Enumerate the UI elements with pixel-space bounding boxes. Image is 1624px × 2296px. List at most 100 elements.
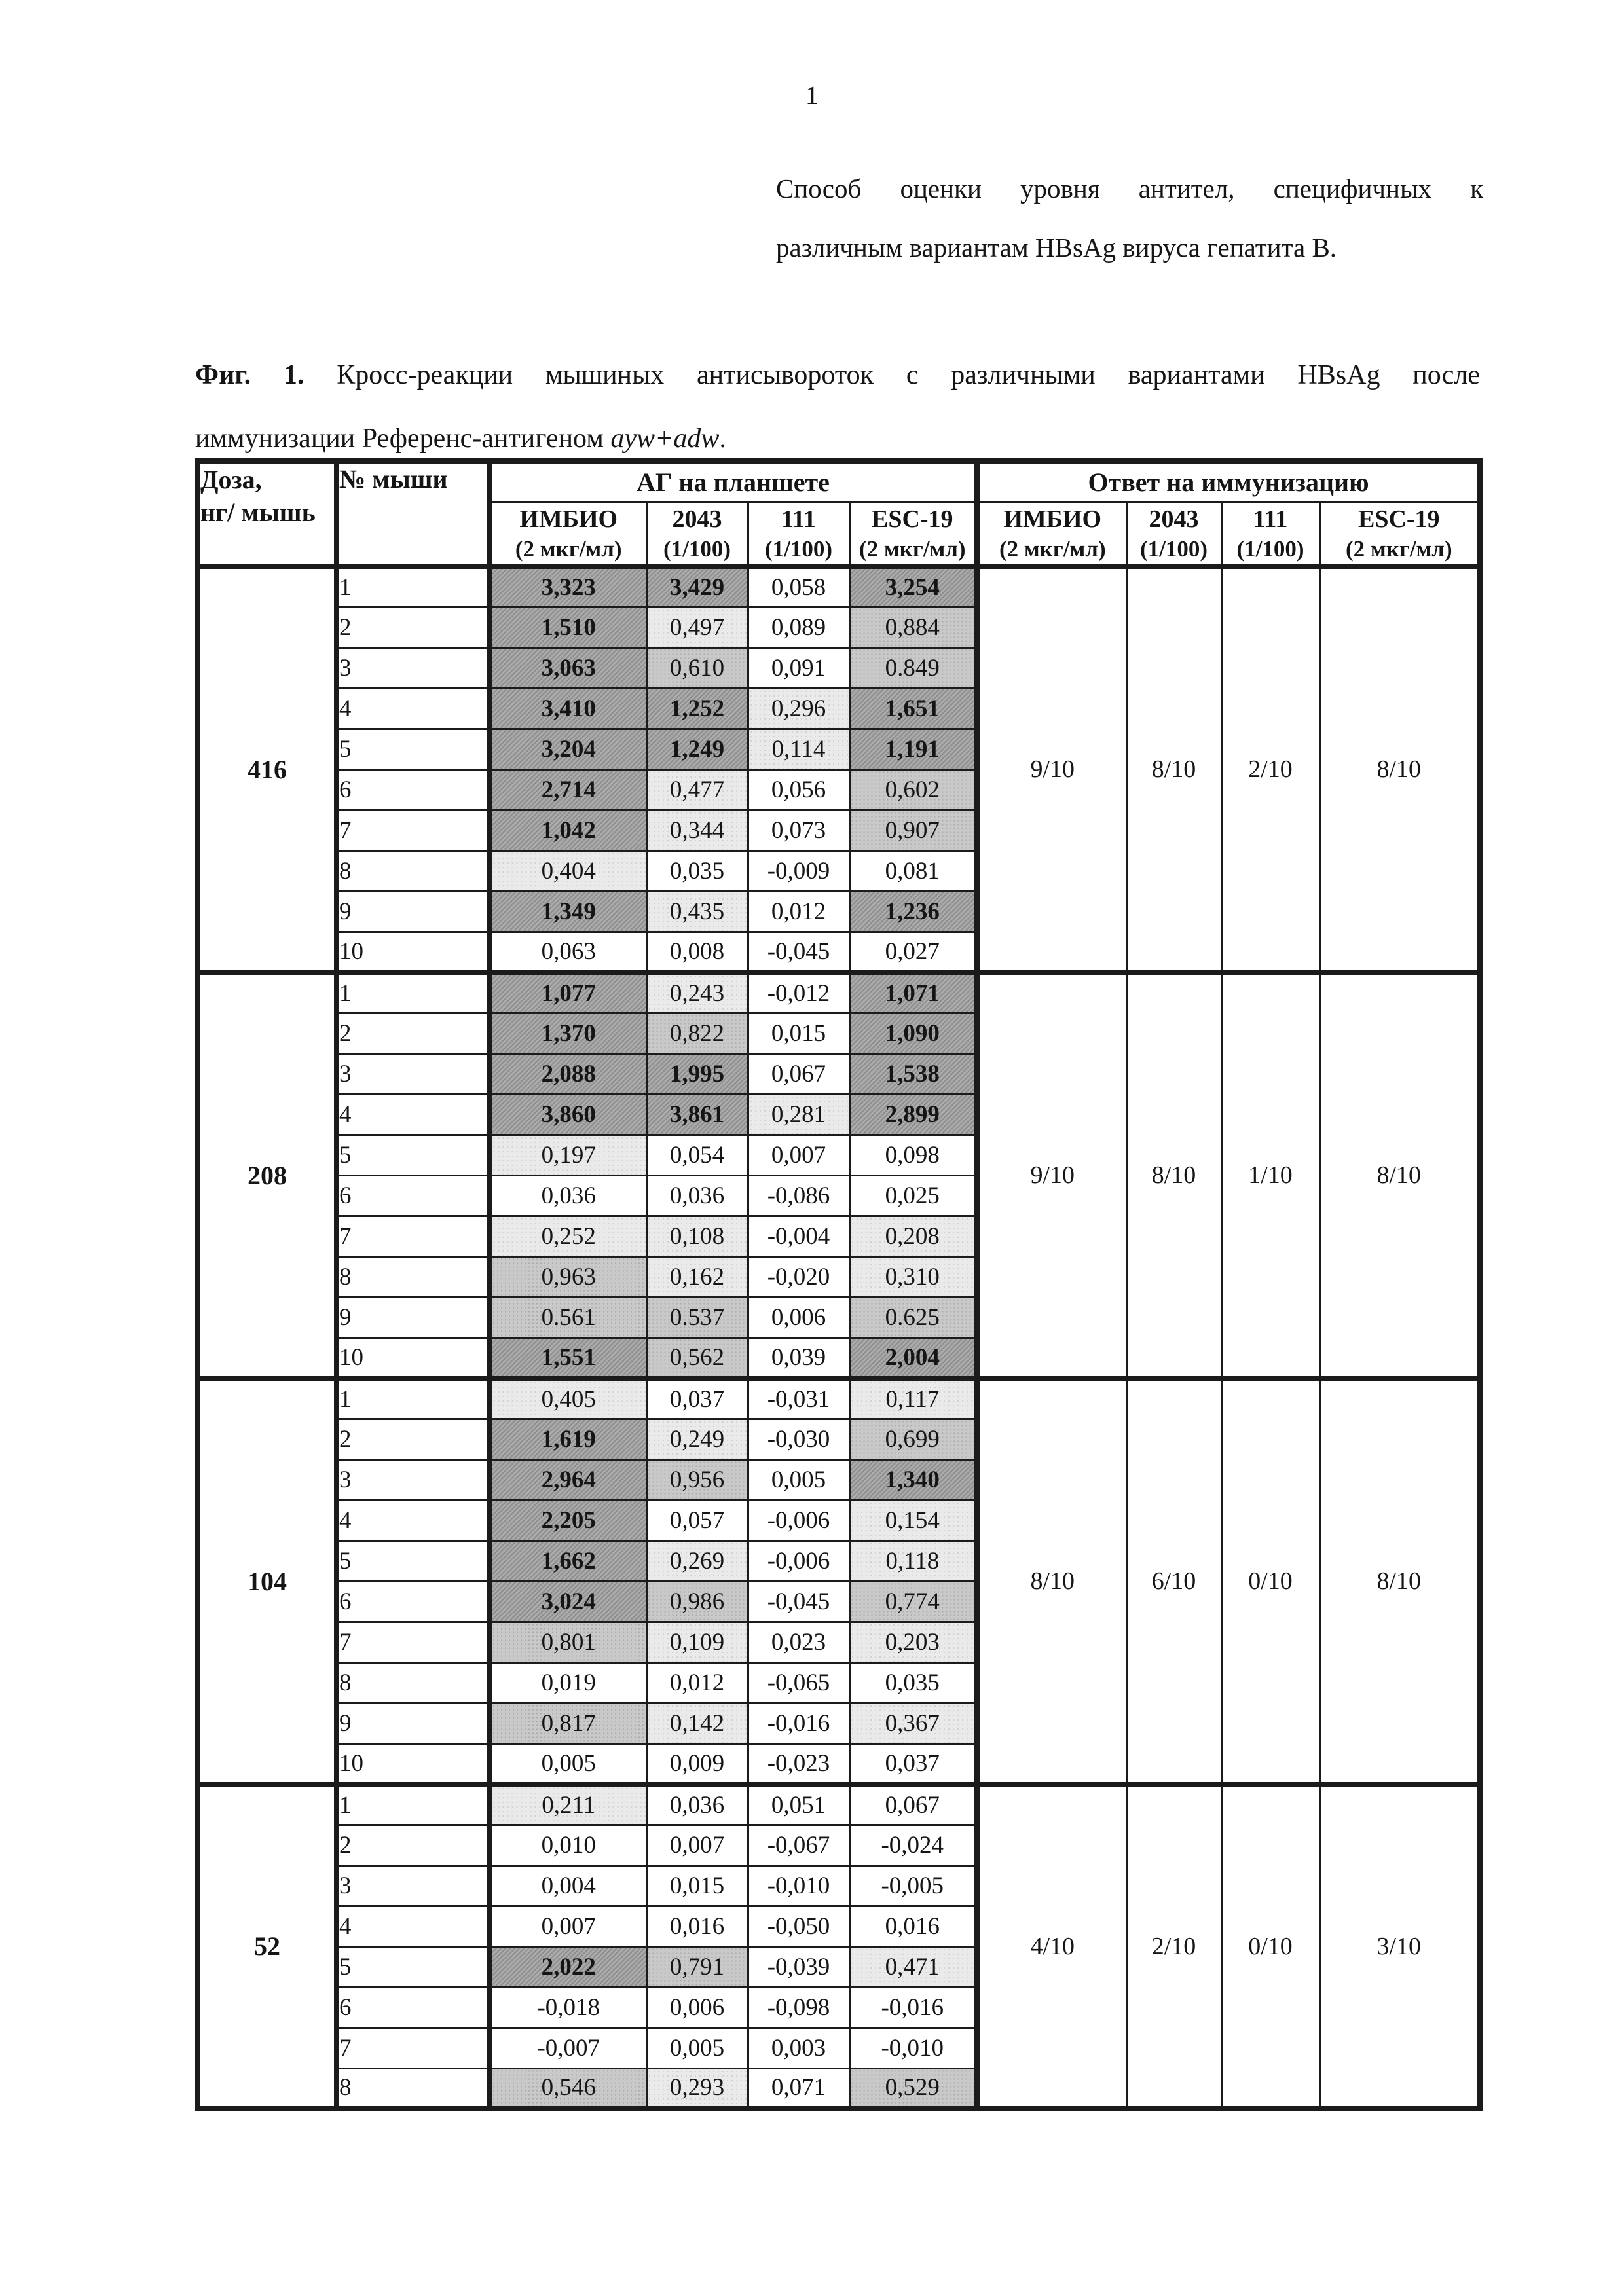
mouse-number-cell: 6	[335, 768, 492, 811]
od-value-cell: 1,651	[848, 687, 980, 730]
table-row: 8 0,963 0,162 -0,020 0,310	[198, 1255, 1480, 1298]
dose-cell: 104	[196, 1376, 339, 1785]
column-header-mouse-number: № мыши	[335, 460, 492, 569]
od-value-cell: 0,063	[488, 930, 648, 974]
od-value-cell: 0,004	[488, 1864, 648, 1907]
od-value-cell: 3,024	[488, 1580, 648, 1623]
od-value-cell: 0,067	[747, 1052, 851, 1095]
subcolumn-header-имбио: ИМБИО (2 мкг/мл)	[976, 501, 1128, 569]
od-value-cell: 0,310	[848, 1255, 980, 1298]
od-value-cell: 1,349	[488, 890, 648, 933]
od-value-cell: 0.625	[848, 1296, 980, 1339]
od-value-cell: -0,006	[747, 1539, 851, 1582]
document-title: Способ оценки уровня антител, специфичны…	[776, 159, 1483, 277]
table-row: 9 0.561 0.537 0,006 0.625	[198, 1296, 1480, 1339]
mouse-number-cell: 5	[335, 727, 492, 771]
table-row: 7 0,252 0,108 -0,004 0,208	[198, 1214, 1480, 1258]
od-value-cell: 1,090	[848, 1011, 980, 1055]
od-value-cell: -0,010	[848, 2026, 980, 2069]
od-value-cell: 0,884	[848, 606, 980, 649]
od-value-cell: 0,296	[747, 687, 851, 730]
od-value-cell: -0,023	[747, 1742, 851, 1785]
od-value-cell: 0,405	[488, 1376, 648, 1420]
od-value-cell: 1,995	[645, 1052, 749, 1095]
mouse-number-cell: 4	[335, 1904, 492, 1948]
od-value-cell: -0,006	[747, 1499, 851, 1542]
table-row: 5 2,022 0,791 -0,039 0,471	[198, 1945, 1480, 1988]
od-value-cell: -0,016	[848, 1986, 980, 2029]
mouse-number-cell: 9	[335, 1296, 492, 1339]
od-value-cell: 2,899	[848, 1093, 980, 1136]
od-value-cell: -0,012	[747, 970, 851, 1014]
od-value-cell: 0.537	[645, 1296, 749, 1339]
table-row: 10 1,551 0,562 0,039 2,004	[198, 1336, 1480, 1379]
od-value-cell: -0,030	[747, 1417, 851, 1461]
antigen-variant-name: ayw+adw	[610, 424, 720, 454]
od-value-cell: 0,907	[848, 809, 980, 852]
table-row: 6 3,024 0,986 -0,045 0,774	[198, 1580, 1480, 1623]
mouse-number-cell: 3	[335, 1458, 492, 1501]
figure-caption-text: Кросс-реакции мышиных антисывороток с ра…	[304, 360, 1481, 390]
od-value-cell: 0,005	[645, 2026, 749, 2069]
table-row: 104 1 0,405 0,037 -0,031 0,117 8/10 6/10 0/10 8/1…	[196, 1376, 1481, 1785]
table-row: 9 1,349 0,435 0,012 1,236	[198, 890, 1480, 933]
od-value-cell: -0,050	[747, 1904, 851, 1948]
od-value-cell: 3,204	[488, 727, 648, 771]
response-cell: 8/10	[1125, 564, 1223, 974]
od-value-cell: 1,538	[848, 1052, 980, 1095]
od-value-cell: 0,367	[848, 1702, 980, 1745]
od-value-cell: 0,822	[645, 1011, 749, 1055]
od-value-cell: 0,249	[645, 1417, 749, 1461]
table-row: 3 0,004 0,015 -0,010 -0,005	[198, 1864, 1480, 1907]
od-value-cell: 0,039	[747, 1336, 851, 1379]
od-value-cell: 0,037	[645, 1376, 749, 1420]
response-cell: 4/10	[976, 1781, 1128, 2110]
od-value-cell: 3,861	[645, 1093, 749, 1136]
mouse-number-cell: 1	[335, 1376, 492, 1420]
table-body: 416 1 3,323 3,429 0,058 3,254 9/10 8/10 2/10 8/10…	[196, 564, 1481, 2110]
od-value-cell: 1,370	[488, 1011, 648, 1055]
od-value-cell: -0,098	[747, 1986, 851, 2029]
od-value-cell: 0,058	[747, 564, 851, 608]
od-value-cell: 3,063	[488, 646, 648, 689]
od-value-cell: -0,086	[747, 1174, 851, 1217]
od-value-cell: 2,205	[488, 1499, 648, 1542]
od-value-cell: 0,019	[488, 1661, 648, 1704]
od-value-cell: 0,791	[645, 1945, 749, 1988]
table-row: 4 2,205 0,057 -0,006 0,154	[198, 1499, 1480, 1542]
od-value-cell: 0,435	[645, 890, 749, 933]
od-value-cell: 0,015	[747, 1011, 851, 1055]
od-value-cell: 0,986	[645, 1580, 749, 1623]
table-row: 8 0,546 0,293 0,071 0,529	[198, 2067, 1480, 2110]
od-value-cell: 0,529	[848, 2067, 980, 2110]
column-header-dose: Доза, нг/ мышь	[196, 460, 339, 569]
mouse-number-cell: 1	[335, 1781, 492, 1826]
mouse-number-cell: 2	[335, 1823, 492, 1867]
table-row: 6 -0,018 0,006 -0,098 -0,016	[198, 1986, 1480, 2029]
od-value-cell: 0,007	[488, 1904, 648, 1948]
od-value-cell: 1,236	[848, 890, 980, 933]
od-value-cell: -0,016	[747, 1702, 851, 1745]
od-value-cell: 1,510	[488, 606, 648, 649]
od-value-cell: 0,252	[488, 1214, 648, 1258]
column-group-immunization-response: Ответ на иммунизацию	[976, 460, 1481, 503]
od-value-cell: 2,004	[848, 1336, 980, 1379]
subcolumn-header-111: 111 (1/100)	[747, 501, 851, 569]
response-cell: 2/10	[1220, 564, 1321, 974]
od-value-cell: 0,610	[645, 646, 749, 689]
od-value-cell: 0,114	[747, 727, 851, 771]
od-value-cell: 0,016	[645, 1904, 749, 1948]
od-value-cell: 0,956	[645, 1458, 749, 1501]
mouse-number-cell: 4	[335, 687, 492, 730]
dose-cell: 416	[196, 564, 339, 974]
response-cell: 9/10	[976, 564, 1128, 974]
od-value-cell: 0,036	[488, 1174, 648, 1217]
table-row: 10 0,005 0,009 -0,023 0,037	[198, 1742, 1480, 1785]
od-value-cell: 1,340	[848, 1458, 980, 1501]
response-cell: 8/10	[1318, 1376, 1481, 1785]
od-value-cell: 3,254	[848, 564, 980, 608]
od-value-cell: 0,801	[488, 1620, 648, 1664]
od-value-cell: 0,404	[488, 849, 648, 892]
od-value-cell: 1,662	[488, 1539, 648, 1582]
od-value-cell: 3,323	[488, 564, 648, 608]
